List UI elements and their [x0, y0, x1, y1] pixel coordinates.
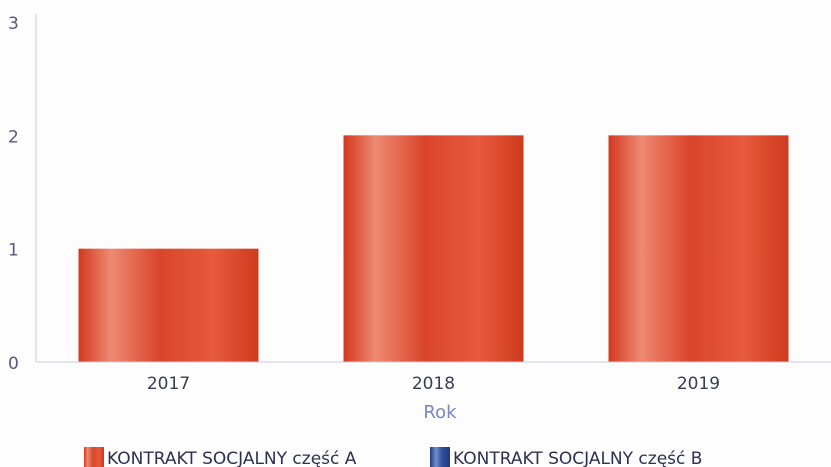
legend-label-0: KONTRAKT SOCJALNY część A	[107, 449, 357, 467]
legend: KONTRAKT SOCJALNY część A KONTRAKT SOCJAL…	[84, 447, 702, 467]
legend-swatch-0	[84, 447, 104, 467]
x-axis: 2017 2018 2019	[36, 361, 831, 394]
x-axis-label: Rok	[423, 402, 457, 423]
bar-2018-series-0	[343, 135, 524, 362]
legend-swatch-1	[430, 447, 450, 467]
x-tick-label: 2019	[677, 374, 720, 394]
y-axis: 0 1 2 3	[8, 14, 37, 374]
x-tick-label: 2017	[147, 374, 190, 394]
x-tick-label: 2018	[412, 374, 455, 394]
legend-label-1: KONTRAKT SOCJALNY część B	[453, 449, 702, 467]
y-tick-label: 1	[8, 241, 19, 261]
y-tick-label: 2	[8, 127, 19, 147]
y-tick-label: 0	[8, 354, 19, 374]
y-tick-label: 3	[8, 14, 19, 34]
bar-2019-series-0	[608, 135, 789, 362]
bar-2017-series-0	[78, 248, 259, 362]
bars-group	[78, 135, 789, 362]
